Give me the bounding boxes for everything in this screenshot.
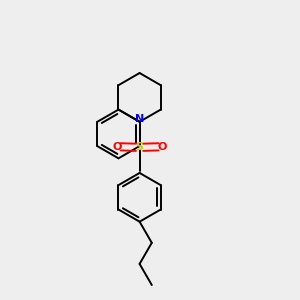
Text: S: S	[136, 142, 144, 152]
Text: O: O	[157, 142, 167, 152]
Text: O: O	[112, 142, 122, 152]
Text: N: N	[135, 114, 144, 124]
